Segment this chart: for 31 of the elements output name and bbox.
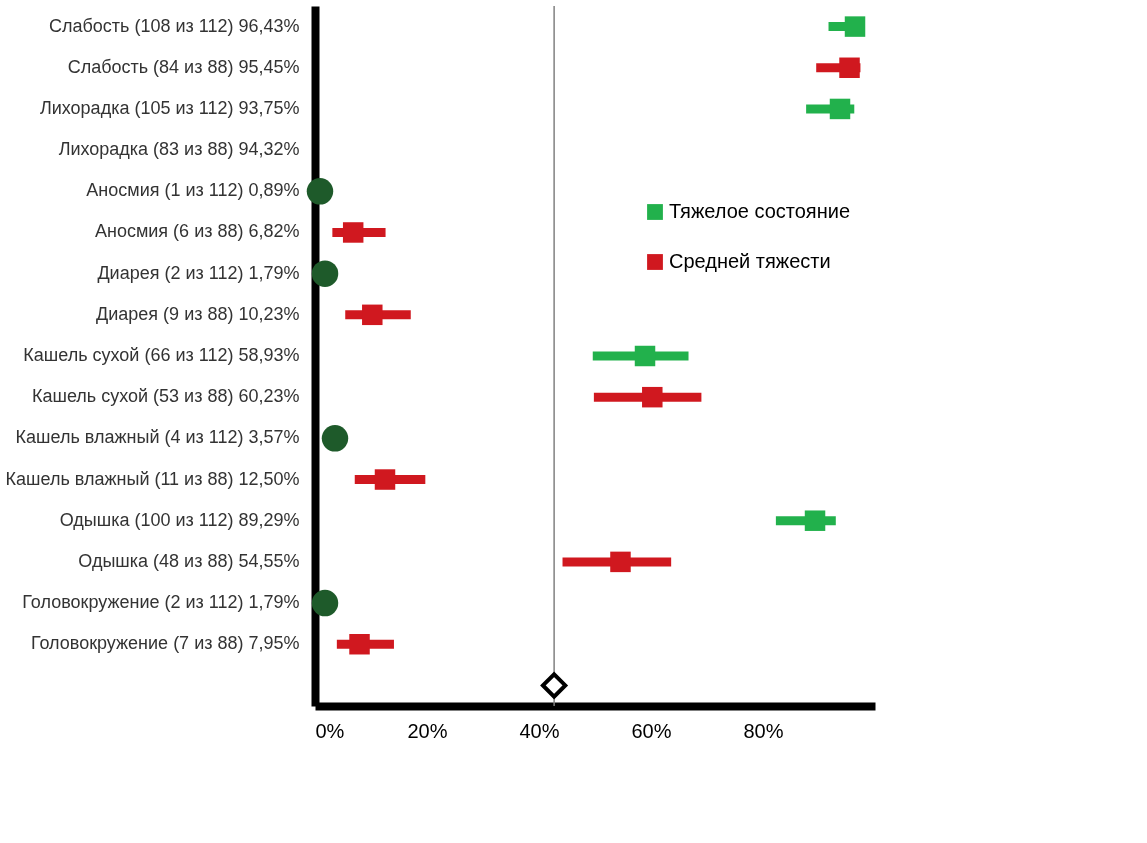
y-tick-label: Слабость (108 из 112) 96,43% xyxy=(48,15,300,36)
y-tick-label: Одышка (100 из 112) 89,29% xyxy=(59,509,300,530)
y-tick-label: Головокружение (7 из 88) 7,95% xyxy=(30,633,300,654)
x-tick-label: 20% xyxy=(407,719,448,742)
y-tick-label: Кашель сухой (66 из 112) 58,93% xyxy=(23,345,300,365)
point xyxy=(349,633,370,655)
point xyxy=(362,304,383,326)
x-tick-label: 60% xyxy=(631,719,672,742)
y-tick-label: Диарея (9 из 88) 10,23% xyxy=(96,303,300,324)
x-tick-label: 80% xyxy=(743,719,784,742)
y-tick-label: Головокружение (2 из 112) 1,79% xyxy=(22,592,300,613)
point xyxy=(610,551,631,573)
x-tick-label: 40% xyxy=(519,719,560,742)
point xyxy=(540,672,568,699)
y-tick-label: Диарея (2 из 112) 1,79% xyxy=(97,262,300,283)
y-tick-label: Одышка (48 из 88) 54,55% xyxy=(78,550,300,571)
y-tick-label: Кашель сухой (53 из 88) 60,23% xyxy=(32,386,300,407)
y-tick-label: Слабость (84 из 88) 95,45% xyxy=(67,56,300,77)
point xyxy=(342,222,364,243)
y-tick-label: Лихорадка (105 из 112) 93,75% xyxy=(39,97,300,118)
y-tick-label: Аносмия (1 из 112) 0,89% xyxy=(86,180,300,201)
point xyxy=(839,57,860,79)
legend-label: Средней тяжести xyxy=(669,250,831,272)
legend-label: Тяжелое состояние xyxy=(669,200,851,222)
point xyxy=(374,469,396,490)
y-tick-label: Кашель влажный (11 из 88) 12,50% xyxy=(5,468,300,489)
y-tick-label: Аносмия (6 из 88) 6,82% xyxy=(94,221,300,242)
x-tick-label: 0% xyxy=(315,719,345,742)
y-tick-label: Лихорадка (83 из 88) 94,32% xyxy=(58,139,300,160)
point xyxy=(642,386,663,408)
y-tick-label: Кашель влажный (4 из 112) 3,57% xyxy=(15,427,300,448)
